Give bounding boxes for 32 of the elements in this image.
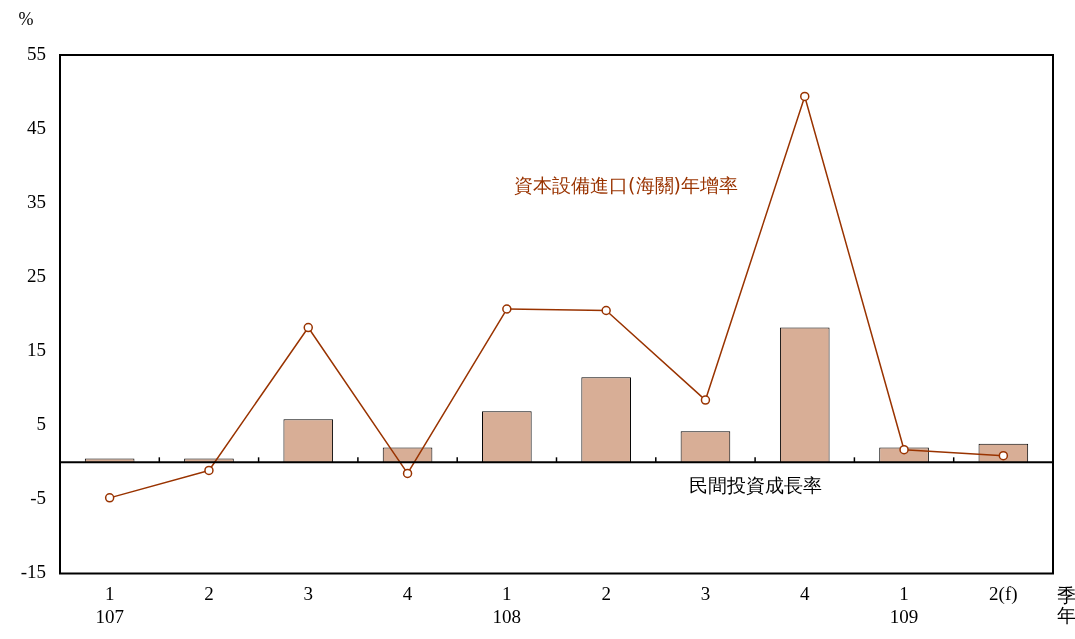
point bbox=[899, 444, 909, 455]
point bbox=[601, 305, 611, 316]
point bbox=[800, 91, 810, 102]
y-tick-label: 45 bbox=[27, 117, 46, 139]
y-tick-label: 35 bbox=[27, 191, 46, 213]
point bbox=[303, 322, 313, 333]
x-tick-label: 1 107 bbox=[95, 582, 124, 627]
point bbox=[998, 450, 1009, 461]
point bbox=[700, 395, 711, 405]
y-tick-label: -5 bbox=[30, 487, 46, 509]
series-label: 民間投資成長率 bbox=[688, 474, 822, 497]
y-tick-label: 55 bbox=[27, 42, 46, 64]
x-axis-title: 季年 bbox=[1057, 584, 1075, 627]
y-axis-title: % bbox=[18, 8, 34, 29]
y-tick-label: -15 bbox=[20, 561, 46, 583]
y-tick-label: 5 bbox=[36, 413, 46, 435]
y-tick-label: 15 bbox=[27, 339, 46, 361]
x-tick-label: 2(f) bbox=[989, 582, 1018, 605]
point bbox=[204, 465, 214, 476]
point bbox=[502, 304, 512, 314]
x-tick-label: 1 109 bbox=[889, 582, 919, 627]
x-tick-label: 2 bbox=[601, 582, 611, 604]
x-tick-label: 4 bbox=[402, 582, 413, 604]
x-tick-label: 3 bbox=[303, 582, 313, 604]
x-tick-label: 2 bbox=[204, 582, 214, 604]
point bbox=[402, 468, 413, 479]
x-tick-label: 4 bbox=[800, 582, 810, 604]
series-label: 資本設備進口(海關)年增率 bbox=[514, 174, 738, 197]
y-tick-label: 25 bbox=[27, 265, 46, 287]
point bbox=[104, 493, 115, 503]
x-tick-label: 1 108 bbox=[492, 582, 522, 627]
x-tick-label: 3 bbox=[700, 582, 711, 604]
